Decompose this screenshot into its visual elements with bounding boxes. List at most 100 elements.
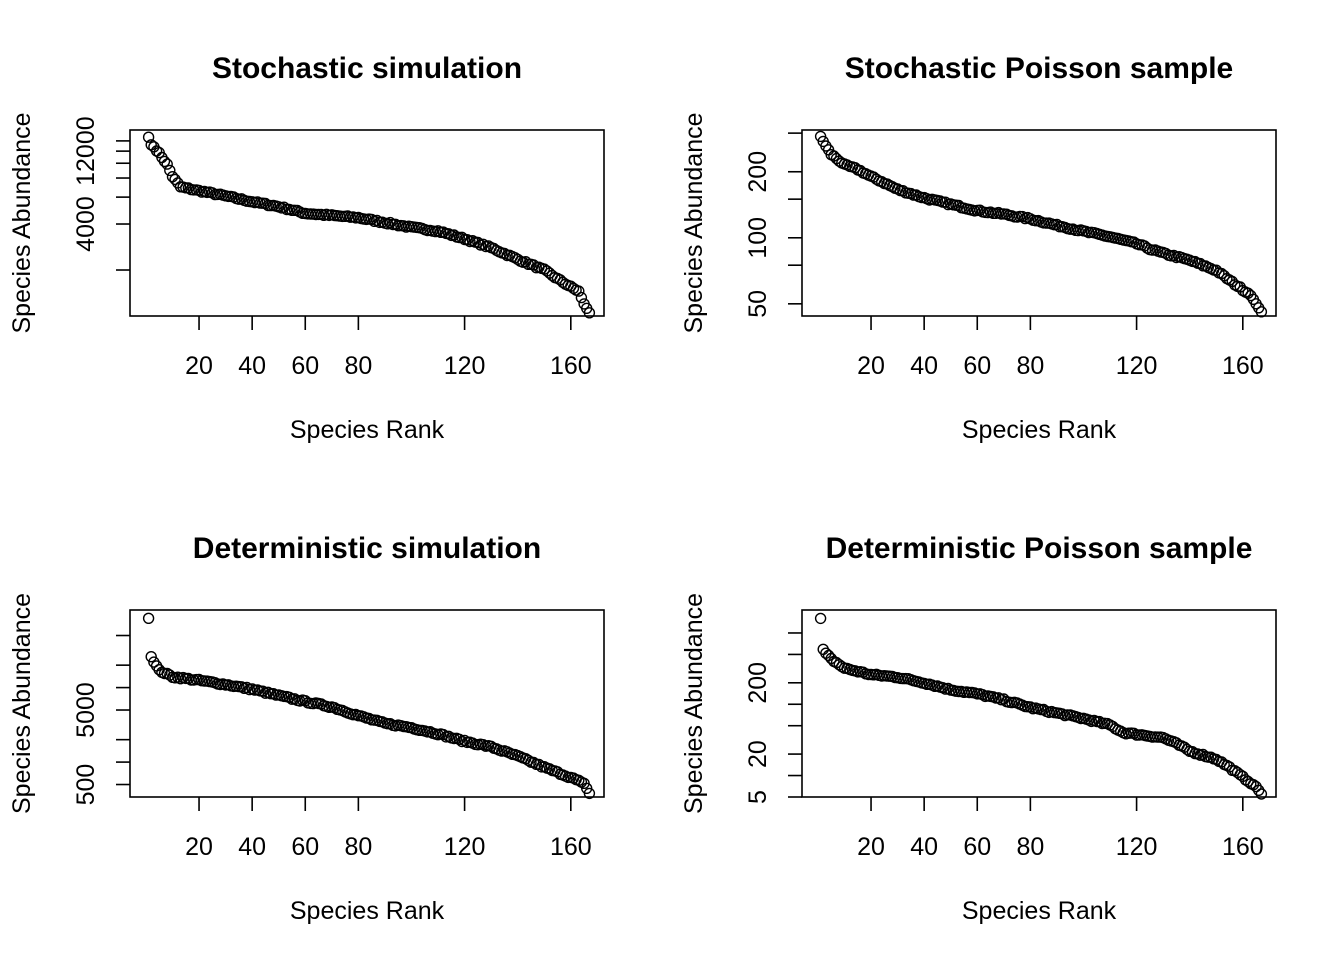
data-point <box>158 155 171 168</box>
x-tick-label: 80 <box>1016 833 1044 861</box>
data-point <box>1128 236 1140 248</box>
y-tick-label: 5000 <box>72 682 100 738</box>
x-tick-label: 40 <box>238 352 266 380</box>
data-points <box>142 131 596 319</box>
data-point <box>939 196 952 208</box>
y-tick-label: 500 <box>72 764 100 806</box>
data-point <box>371 214 383 227</box>
x-tick-label: 80 <box>1016 352 1044 380</box>
x-tick-label: 160 <box>550 833 592 861</box>
data-points <box>142 612 596 800</box>
data-point <box>299 695 311 707</box>
data-point <box>583 307 596 319</box>
data-point <box>942 682 954 695</box>
x-tick-label: 60 <box>291 833 319 861</box>
chart-title: Stochastic simulation <box>212 52 522 85</box>
data-point <box>166 170 179 183</box>
y-tick-label: 20 <box>744 740 772 768</box>
x-tick-label: 20 <box>857 352 885 380</box>
x-tick-label: 80 <box>344 352 372 380</box>
x-axis-label: Species Rank <box>290 416 445 444</box>
data-point <box>567 282 580 294</box>
data-points <box>814 130 1268 318</box>
x-tick-label: 120 <box>1116 833 1158 861</box>
data-point <box>573 285 585 297</box>
x-tick-label: 120 <box>444 833 486 861</box>
data-point <box>1168 249 1180 262</box>
x-axis-label: Species Rank <box>962 897 1117 925</box>
y-axis-label: Species Abundance <box>680 593 708 814</box>
x-tick-label: 40 <box>910 352 938 380</box>
y-tick-label: 4000 <box>72 196 100 252</box>
data-point <box>164 164 176 177</box>
x-tick-label: 40 <box>238 833 266 861</box>
data-point <box>1197 748 1209 761</box>
chart-title: Deterministic simulation <box>193 532 541 565</box>
y-tick-label: 50 <box>744 290 772 318</box>
data-point <box>365 213 378 226</box>
panel-deterministic-simulation: Deterministic simulation 20 40 60 80 120 160 50… <box>8 532 605 925</box>
data-point <box>857 666 869 678</box>
x-tick-label: 80 <box>344 833 372 861</box>
data-point <box>974 204 986 216</box>
data-point <box>1255 788 1268 800</box>
plot-frame <box>129 609 605 798</box>
data-point <box>142 612 155 624</box>
x-tick-label: 20 <box>857 833 885 861</box>
data-point <box>1093 715 1106 728</box>
data-point <box>164 669 176 681</box>
data-point <box>1016 210 1029 223</box>
data-point <box>257 685 269 697</box>
y-tick-label: 200 <box>744 662 772 704</box>
data-point <box>241 681 253 694</box>
data-point <box>814 612 827 625</box>
data-point <box>169 173 181 186</box>
y-axis-label: Species Abundance <box>8 593 36 814</box>
data-point <box>328 702 341 714</box>
x-tick-label: 60 <box>963 352 991 380</box>
y-tick-label: 100 <box>744 217 772 259</box>
data-point <box>443 730 455 742</box>
data-point <box>897 184 909 197</box>
data-point <box>1255 306 1268 318</box>
data-point <box>259 197 272 210</box>
x-axis-label: Species Rank <box>962 416 1117 444</box>
x-tick-label: 120 <box>1116 352 1158 380</box>
data-point <box>1210 753 1223 766</box>
x-tick-label: 60 <box>963 833 991 861</box>
x-tick-label: 160 <box>1222 352 1264 380</box>
data-points <box>814 612 1268 800</box>
data-point <box>461 233 473 246</box>
chart-title: Deterministic Poisson sample <box>826 532 1253 565</box>
x-tick-label: 160 <box>1222 833 1264 861</box>
data-point <box>543 763 556 775</box>
y-tick-label: 200 <box>744 151 772 193</box>
data-point <box>448 229 460 241</box>
plot-frame <box>129 129 605 317</box>
data-point <box>1160 247 1172 260</box>
data-point <box>1037 703 1050 716</box>
data-point <box>1128 727 1140 739</box>
panel-stochastic-simulation: Stochastic simulation 20 40 60 80 120 160 4000 1… <box>8 52 605 444</box>
data-point <box>1024 701 1037 713</box>
data-point <box>142 131 155 143</box>
data-point <box>145 651 157 663</box>
y-axis-label: Species Abundance <box>8 112 36 333</box>
x-tick-label: 20 <box>185 352 213 380</box>
data-point <box>910 189 922 201</box>
data-point <box>512 253 524 265</box>
data-point <box>161 158 173 170</box>
x-tick-label: 20 <box>185 833 213 861</box>
data-point <box>458 734 471 747</box>
x-tick-label: 160 <box>550 352 592 380</box>
panel-deterministic-poisson-sample: Deterministic Poisson sample 20 40 60 80 120 1… <box>680 532 1277 925</box>
x-tick-label: 60 <box>291 352 319 380</box>
data-point <box>583 787 596 800</box>
data-point <box>206 187 219 199</box>
data-point <box>575 291 588 304</box>
data-point <box>193 184 205 197</box>
chart-title: Stochastic Poisson sample <box>845 52 1233 85</box>
x-axis-label: Species Rank <box>290 897 445 925</box>
y-axis-label: Species Abundance <box>680 112 708 333</box>
